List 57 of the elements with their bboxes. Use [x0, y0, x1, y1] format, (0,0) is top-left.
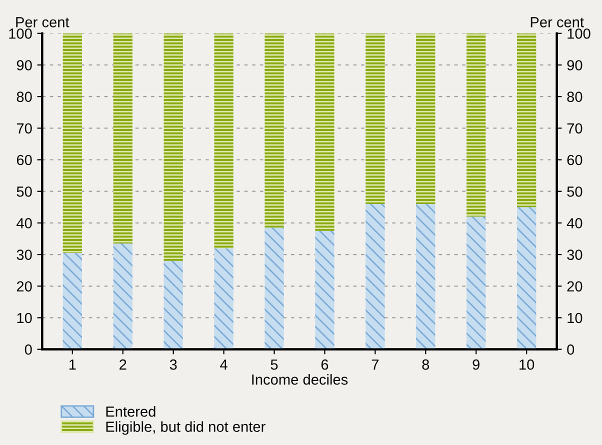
legend-label: Entered	[106, 406, 156, 417]
bar	[466, 33, 486, 217]
y2-tick-label: 100	[568, 28, 590, 39]
bar	[62, 252, 82, 350]
bar	[62, 33, 82, 253]
y-tick-label: 20	[16, 281, 32, 292]
bar	[214, 33, 234, 248]
y2-tick-label: 20	[567, 281, 582, 292]
bar	[264, 228, 284, 350]
y-tick-label: 40	[16, 218, 32, 228]
x-tick-label: 5	[270, 360, 278, 370]
y-tick-label: 90	[16, 60, 32, 70]
x-tick-label: 6	[321, 359, 328, 370]
bar	[113, 33, 132, 244]
y-tick-label: 0	[24, 344, 32, 355]
y-tick-label: 100	[9, 28, 32, 39]
bar	[466, 216, 486, 350]
bar	[366, 204, 385, 350]
y-tick-label: 60	[16, 154, 32, 166]
bar	[516, 207, 536, 350]
bar	[416, 204, 436, 350]
x-tick-label: 7	[372, 360, 379, 370]
y2-tick-label: 80	[567, 92, 582, 102]
bar	[315, 33, 334, 231]
y-axis-title: Per cent	[16, 17, 70, 28]
bar	[516, 33, 536, 208]
bar	[366, 33, 385, 204]
y2-tick-label: 0	[567, 344, 574, 355]
x-tick-label: 9	[472, 359, 480, 370]
y2-tick-label: 70	[567, 123, 582, 134]
bar	[315, 230, 334, 350]
x-axis-title: Income deciles	[252, 374, 348, 385]
y2-tick-label: 60	[567, 154, 582, 166]
y2-axis-title: Per cent	[530, 17, 584, 28]
bar	[113, 243, 132, 350]
bar	[416, 33, 436, 204]
bar	[164, 260, 183, 350]
x-tick-label: 3	[170, 359, 177, 370]
bar	[214, 248, 234, 350]
x-tick-label: 4	[220, 360, 228, 370]
legend-label: Eligible, but did not enter	[106, 421, 266, 435]
y-tick-label: 70	[16, 123, 32, 134]
y2-tick-label: 10	[568, 312, 582, 324]
bar	[264, 33, 284, 228]
y2-tick-label: 30	[567, 250, 582, 260]
y-tick-label: 30	[16, 250, 32, 260]
y-tick-label: 80	[16, 92, 32, 102]
x-tick-label: 1	[69, 360, 76, 370]
x-tick-label: 8	[422, 359, 430, 370]
x-tick-label: 2	[120, 359, 126, 370]
bar	[164, 33, 183, 261]
y2-tick-label: 40	[566, 218, 582, 228]
x-tick-label: 10	[520, 359, 534, 370]
y2-tick-label: 90	[567, 60, 582, 70]
y2-tick-label: 50	[567, 186, 582, 197]
y-tick-label: 10	[17, 312, 32, 324]
y-tick-label: 50	[16, 186, 32, 197]
